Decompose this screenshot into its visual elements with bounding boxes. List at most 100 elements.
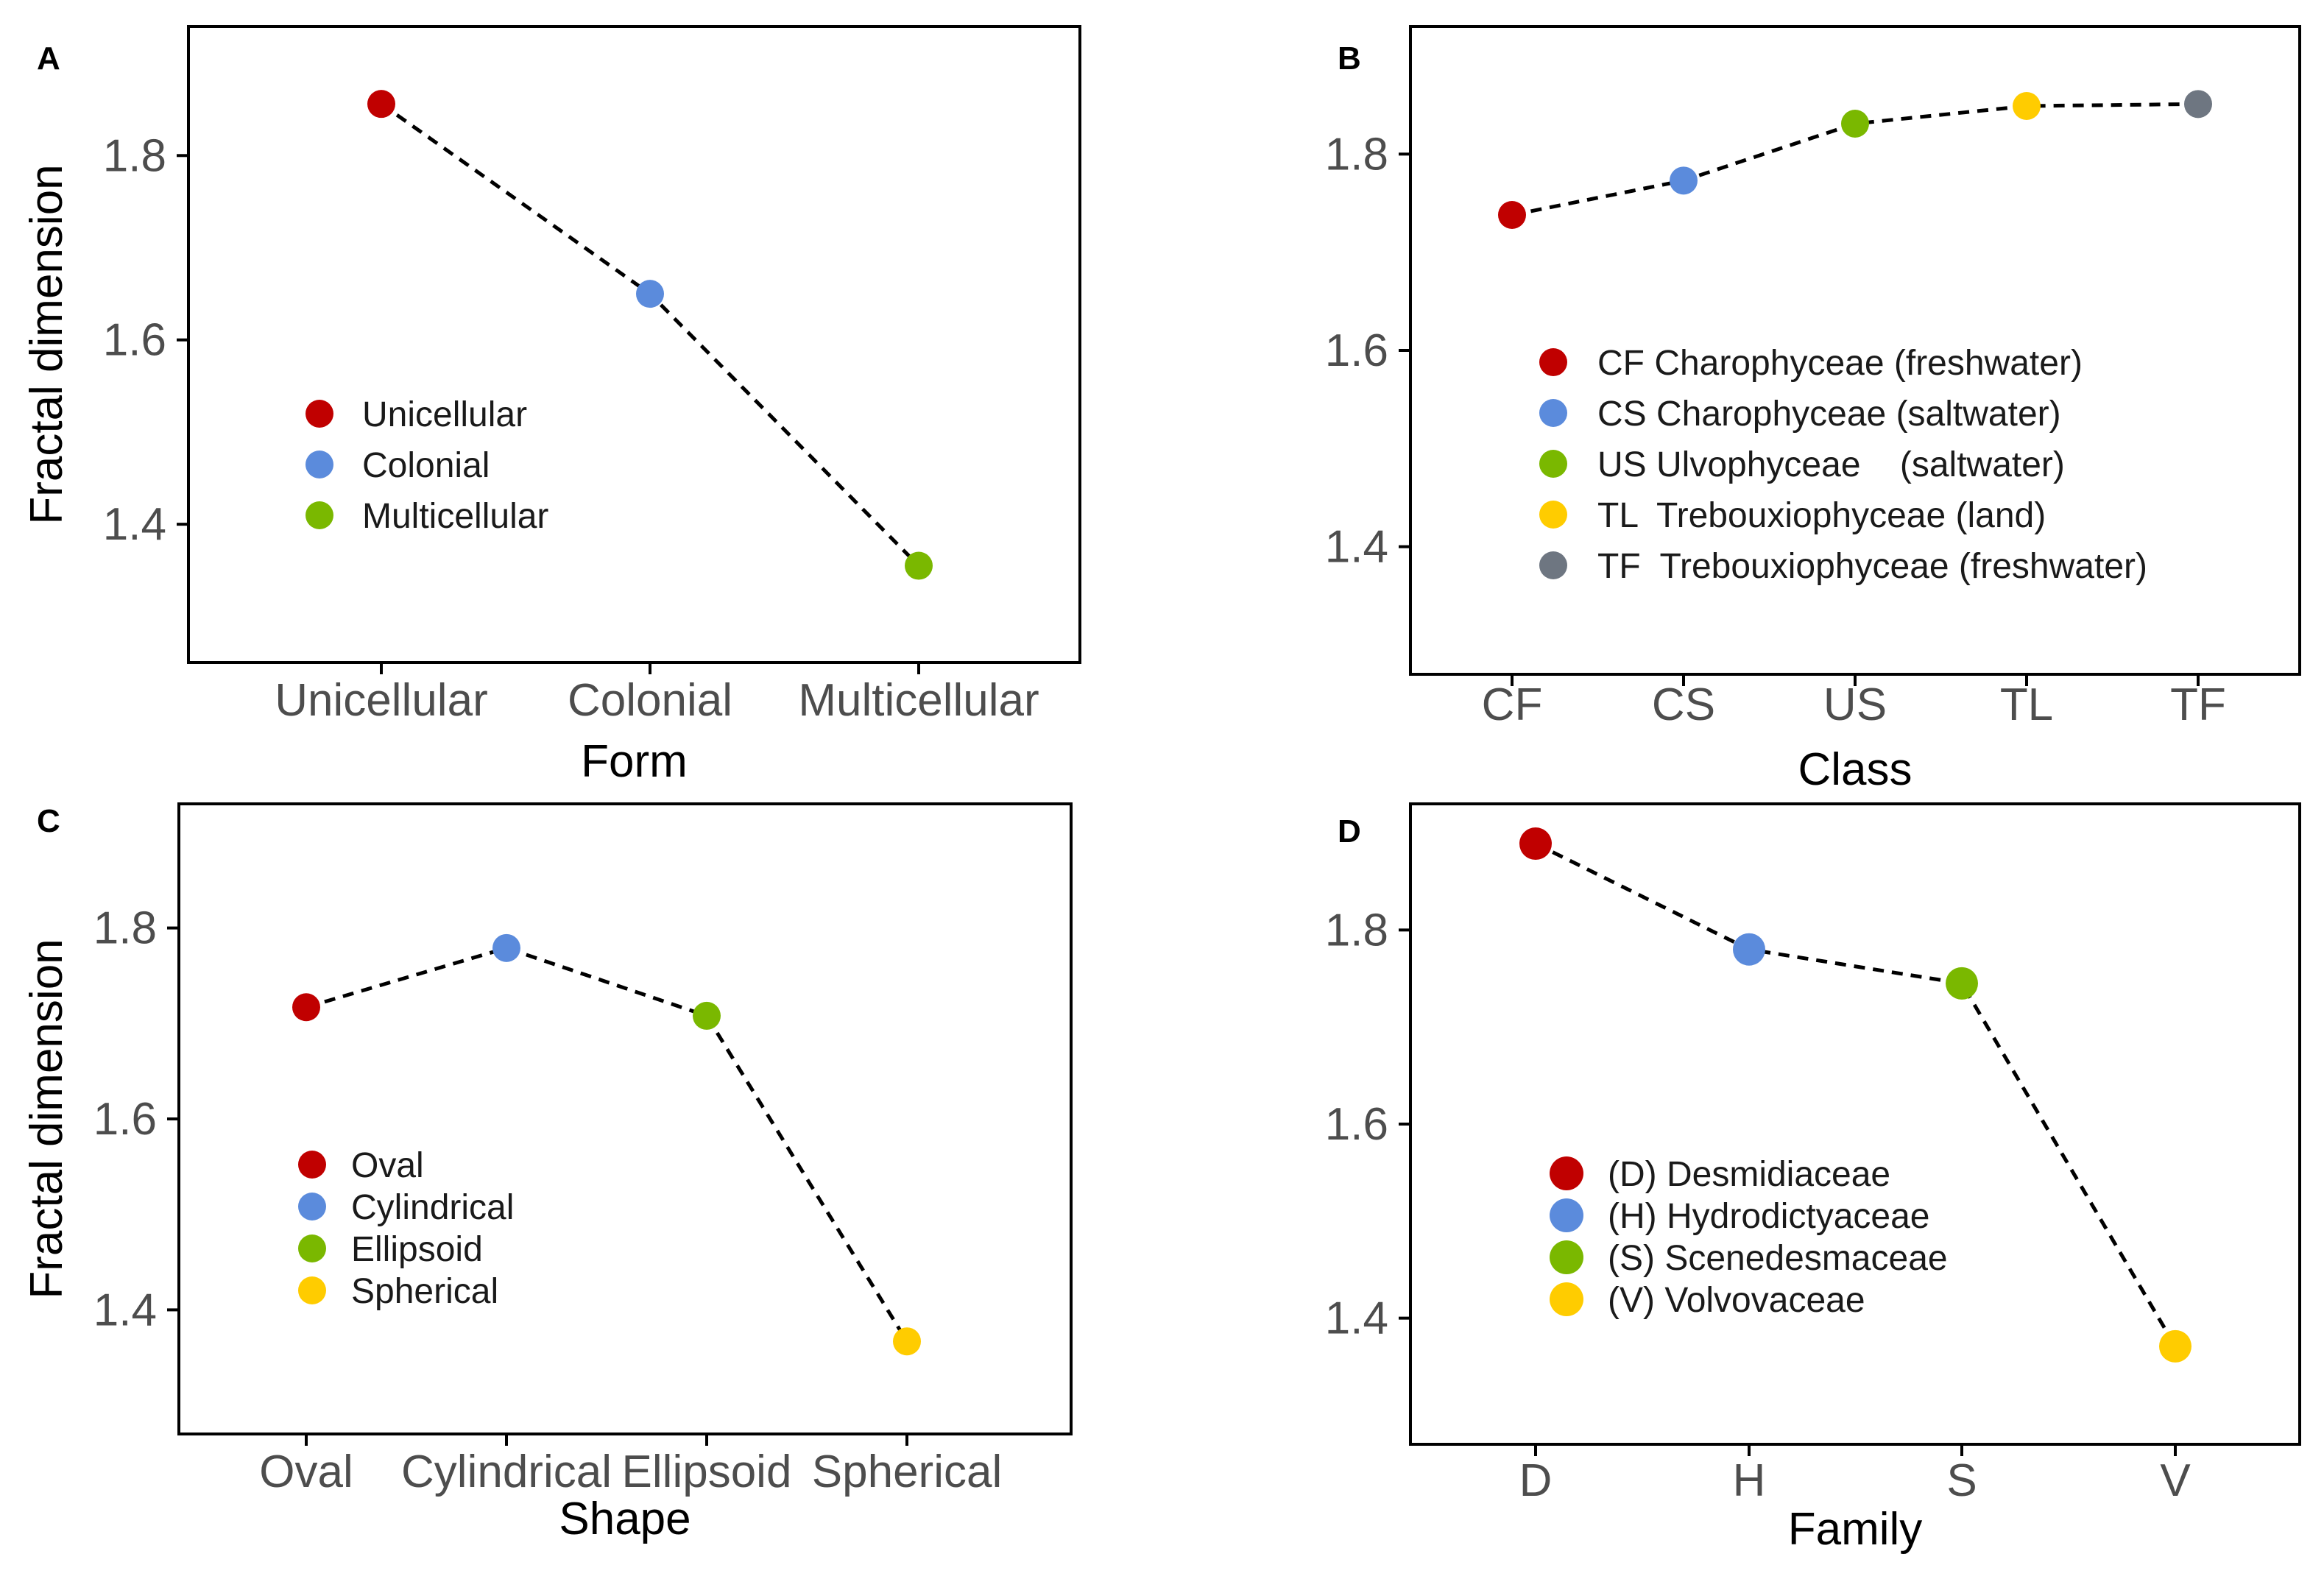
y-tick-label: 1.8 xyxy=(103,130,166,181)
legend-label: Spherical xyxy=(351,1272,498,1311)
x-tick-label: D xyxy=(1519,1455,1553,1506)
x-tick-label: V xyxy=(2160,1455,2191,1506)
x-axis-title: Family xyxy=(1788,1504,1923,1555)
legend-marker xyxy=(1539,399,1567,427)
data-point-multicellular xyxy=(905,551,933,580)
y-tick-label: 1.6 xyxy=(103,315,166,366)
data-point-ellipsoid xyxy=(693,1001,721,1030)
data-point-cylindrical xyxy=(492,933,520,962)
legend-marker xyxy=(1550,1156,1583,1190)
legend: (D) Desmidiaceae(H) Hydrodictyaceae(S) S… xyxy=(1550,1155,1948,1320)
x-tick-label: CS xyxy=(1652,679,1715,730)
legend-label: (H) Hydrodictyaceae xyxy=(1608,1197,1929,1236)
legend-label: (D) Desmidiaceae xyxy=(1608,1155,1890,1194)
x-tick-label: Multicellular xyxy=(798,675,1039,726)
legend-label: Multicellular xyxy=(362,497,548,536)
data-point-oval xyxy=(292,993,320,1022)
data-point-tf xyxy=(2184,90,2212,119)
legend-label: TL Trebouxiophyceae (land) xyxy=(1597,496,2046,535)
panel-a: A 1.4 1.6 1.8 Unicellular Colonial Multicellul… xyxy=(21,25,1081,787)
data-point-s xyxy=(1946,967,1978,1000)
y-tick-label: 1.8 xyxy=(93,903,157,954)
x-tick-label: Cylindrical xyxy=(401,1446,612,1497)
panel-d: D 1.4 1.6 1.8 D H S V Family (D) Desmidiaceae(H) … xyxy=(1325,802,2301,1555)
data-point-cs xyxy=(1670,166,1698,195)
legend-marker xyxy=(298,1151,326,1179)
legend-marker xyxy=(298,1193,326,1221)
legend-marker xyxy=(1550,1198,1583,1232)
legend-label: TF Trebouxiophyceae (freshwater) xyxy=(1597,547,2147,586)
x-tick-label: Unicellular xyxy=(275,675,487,726)
y-tick-label: 1.8 xyxy=(1325,905,1388,955)
panel-label: C xyxy=(37,803,60,839)
legend-label: US Ulvophyceae (saltwater) xyxy=(1597,445,2065,484)
legend-label: Unicellular xyxy=(362,395,527,434)
data-point-v xyxy=(2159,1329,2191,1363)
legend-marker xyxy=(298,1234,326,1262)
y-tick-label: 1.4 xyxy=(1325,1293,1388,1344)
x-tick-label: TL xyxy=(2000,679,2053,730)
data-point-unicellular xyxy=(367,90,395,119)
legend-marker xyxy=(1539,348,1567,376)
panel-label: B xyxy=(1338,40,1361,77)
legend-marker xyxy=(1539,551,1567,579)
legend-marker xyxy=(1550,1240,1583,1274)
panel-label: D xyxy=(1338,813,1361,849)
x-tick-label: Colonial xyxy=(568,675,732,726)
y-axis-title: Fractal dimension xyxy=(21,939,72,1299)
data-point-tl xyxy=(2013,92,2041,120)
y-tick-label: 1.4 xyxy=(93,1285,157,1335)
y-tick-label: 1.6 xyxy=(1325,1099,1388,1150)
plot-frame xyxy=(177,802,1073,1435)
data-point-us xyxy=(1841,110,1869,138)
legend-label: (V) Volvovaceae xyxy=(1608,1281,1865,1320)
y-tick-label: 1.4 xyxy=(103,499,166,550)
y-axis-title: Fractal dimension xyxy=(21,164,72,524)
y-tick-label: 1.4 xyxy=(1325,522,1388,573)
x-tick-label: H xyxy=(1733,1455,1766,1506)
x-tick-label: CF xyxy=(1482,679,1543,730)
legend-label: CS Charophyceae (saltwater) xyxy=(1597,395,2061,434)
legend-marker xyxy=(305,451,333,478)
x-tick-label: Ellipsoid xyxy=(622,1446,792,1497)
legend-marker xyxy=(1539,450,1567,478)
panel-label: A xyxy=(37,40,60,77)
series-line xyxy=(1511,102,2199,217)
legend-marker xyxy=(1550,1282,1583,1316)
legend-label: Cylindrical xyxy=(351,1188,514,1227)
plot-frame xyxy=(187,25,1081,664)
x-axis-title: Class xyxy=(1798,744,1912,795)
data-point-cf xyxy=(1498,201,1526,229)
data-point-h xyxy=(1733,933,1765,966)
data-point-colonial xyxy=(636,280,664,308)
legend: CF Charophyceae (freshwater) CS Charophyc… xyxy=(1539,344,2147,586)
y-tick-label: 1.6 xyxy=(93,1094,157,1145)
legend-marker xyxy=(1539,501,1567,529)
series-line xyxy=(1534,841,2178,1348)
legend-label: (S) Scenedesmaceae xyxy=(1608,1239,1948,1278)
legend-marker xyxy=(298,1276,326,1304)
x-tick-label: Oval xyxy=(259,1446,353,1497)
y-tick-label: 1.6 xyxy=(1325,325,1388,376)
x-tick-label: S xyxy=(1946,1455,1977,1506)
legend-marker xyxy=(305,400,333,428)
series-line xyxy=(305,946,909,1343)
legend-label: Oval xyxy=(351,1146,424,1185)
legend-label: Colonial xyxy=(362,446,490,485)
x-tick-label: TF xyxy=(2170,679,2226,730)
legend: Unicellular Colonial Multicellular xyxy=(305,395,548,536)
legend-marker xyxy=(305,501,333,529)
x-axis-title: Shape xyxy=(559,1494,691,1544)
y-tick-label: 1.8 xyxy=(1325,129,1388,180)
x-tick-label: US xyxy=(1823,679,1887,730)
x-axis-title: Form xyxy=(581,736,688,787)
data-point-d xyxy=(1519,827,1552,861)
legend-label: Ellipsoid xyxy=(351,1230,483,1269)
panel-b: B 1.4 1.6 1.8 CF CS US TL TF Class CF Charophyceae… xyxy=(1325,25,2301,795)
x-tick-label: Spherical xyxy=(812,1446,1002,1497)
data-point-spherical xyxy=(893,1327,921,1356)
legend-label: CF Charophyceae (freshwater) xyxy=(1597,344,2083,383)
